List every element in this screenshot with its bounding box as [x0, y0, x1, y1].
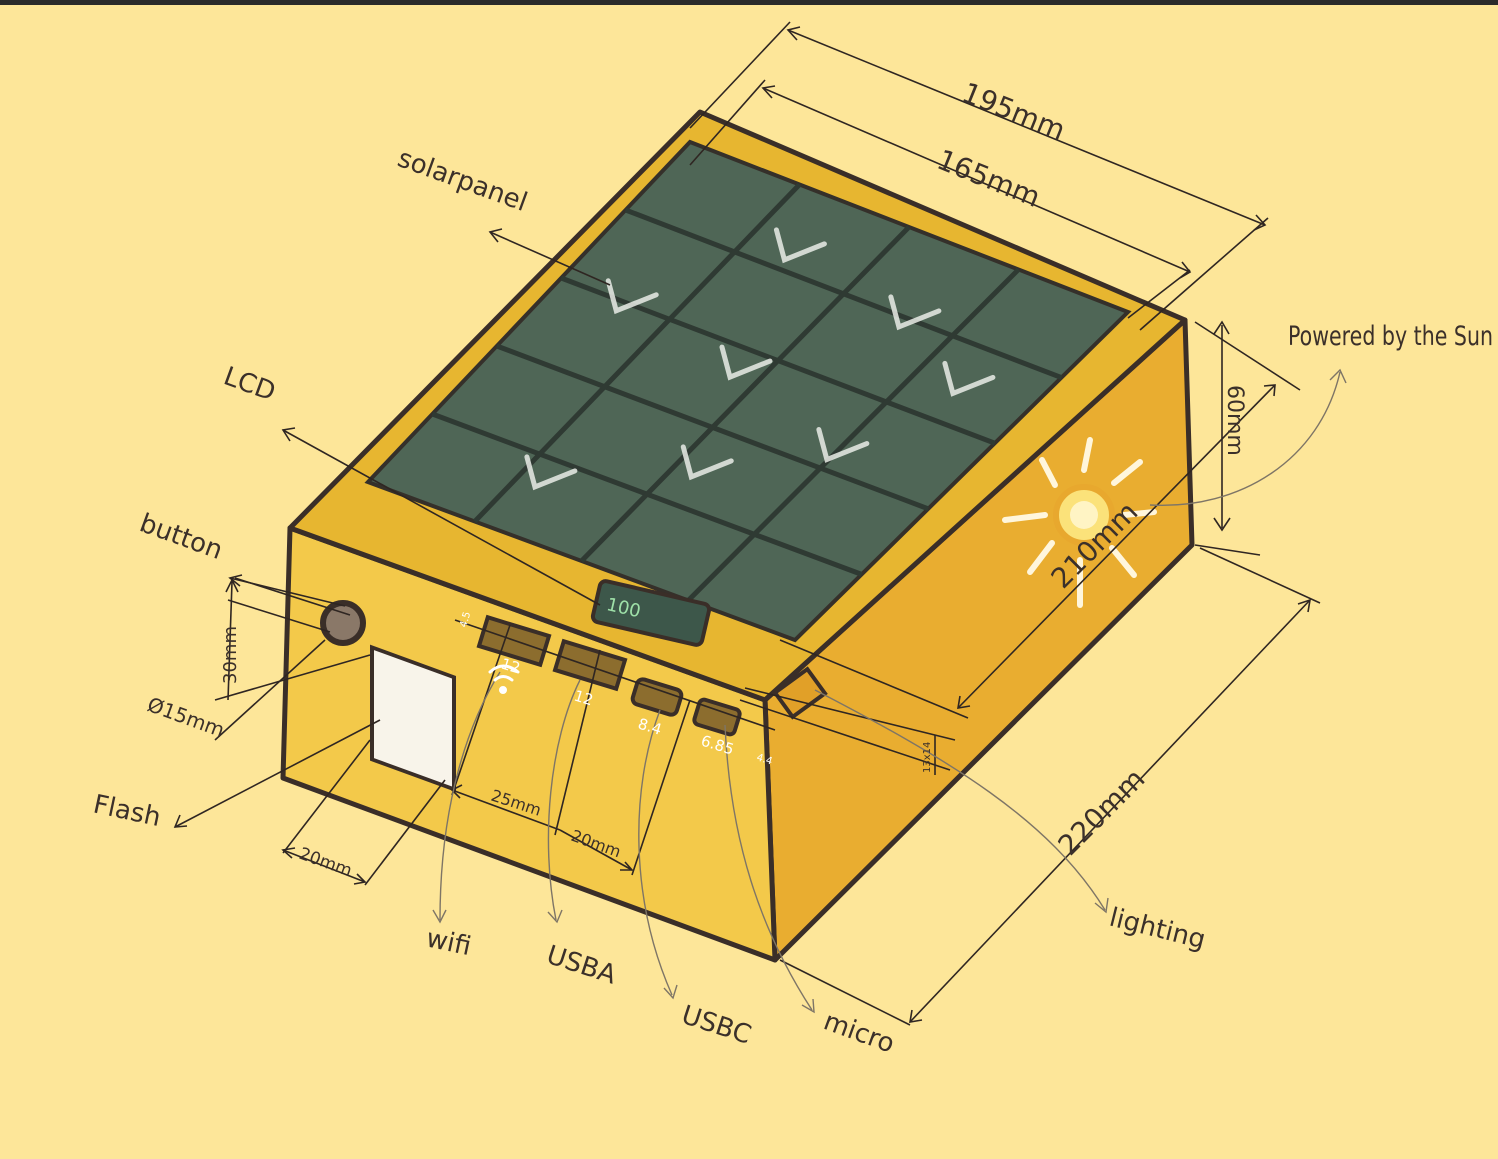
port-mark-1: 4.5 — [458, 611, 473, 629]
port-mark-6: 4.4 — [755, 752, 773, 767]
dim-flash-20mm: 20mm — [296, 844, 354, 882]
dim-195mm: 195mm — [957, 76, 1069, 147]
micro-usb-port[interactable] — [692, 697, 742, 737]
label-button: button — [136, 508, 227, 566]
solar-glare — [605, 278, 659, 315]
box-body — [280, 109, 1195, 963]
label-solarpanel: solarpanel — [394, 143, 532, 218]
lcd-screen — [590, 579, 712, 647]
usb-c-port[interactable] — [630, 677, 684, 717]
dim-165mm: 165mm — [932, 143, 1044, 214]
solar-glare — [773, 227, 827, 264]
solar-glare — [524, 454, 578, 491]
wifi-icon — [488, 664, 520, 694]
label-powered-by-sun: Powered by the Sun — [1288, 321, 1493, 352]
label-usba: USBA — [543, 940, 620, 991]
label-micro: micro — [820, 1006, 899, 1059]
label-wifi: wifi — [424, 924, 474, 963]
label-lighting: lighting — [1106, 903, 1208, 956]
power-button[interactable] — [320, 600, 366, 646]
dim-30mm: 30mm — [220, 626, 241, 684]
dim-220mm: 220mm — [1052, 762, 1152, 862]
port-mark-7: 13x14 — [922, 742, 933, 773]
solar-grid-line — [579, 225, 911, 563]
solar-glare — [719, 344, 773, 381]
solar-cells — [431, 182, 1063, 603]
solar-glare — [942, 360, 996, 397]
solar-glare — [888, 294, 942, 331]
solar-glare — [816, 427, 870, 463]
port-mark-2: 12 — [499, 655, 523, 678]
flash-light — [370, 644, 456, 792]
port-mark-3: 12 — [572, 687, 596, 710]
label-flash: Flash — [91, 790, 164, 834]
leader-arrows — [173, 228, 1347, 1014]
dimension-lines — [214, 21, 1321, 1026]
label-lcd: LCD — [220, 361, 280, 407]
solar-glare — [680, 444, 734, 481]
label-usbc: USBC — [678, 1000, 755, 1050]
top-border — [0, 0, 1498, 5]
front-components: 100 — [320, 579, 828, 792]
dim-60mm: 60mm — [1222, 385, 1247, 456]
solar-grid-line — [686, 267, 1021, 603]
lighting-strip — [772, 666, 828, 720]
